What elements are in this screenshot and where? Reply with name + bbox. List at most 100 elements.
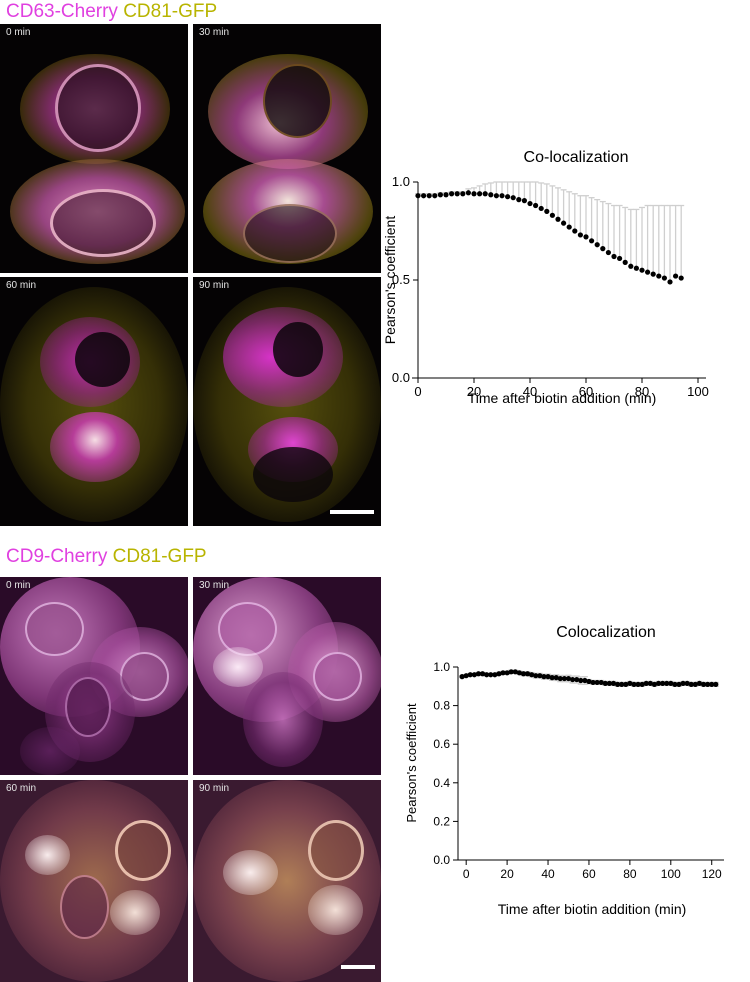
x-tick-label: 0 bbox=[463, 867, 470, 881]
data-point bbox=[527, 200, 533, 207]
data-point bbox=[533, 202, 539, 209]
x-tick-label: 0 bbox=[414, 384, 421, 399]
data-point bbox=[512, 669, 518, 675]
x-tick-label: 60 bbox=[579, 384, 593, 399]
data-point bbox=[590, 679, 596, 686]
data-point bbox=[673, 273, 679, 279]
chart-top-error-bars bbox=[415, 181, 685, 282]
y-tick-label: 0.8 bbox=[433, 699, 450, 713]
data-point bbox=[610, 680, 617, 687]
data-point bbox=[516, 197, 522, 203]
data-point bbox=[661, 275, 667, 281]
data-point bbox=[437, 192, 443, 198]
data-point bbox=[537, 673, 543, 679]
data-point bbox=[561, 220, 567, 226]
data-point bbox=[635, 681, 641, 687]
data-point bbox=[655, 680, 662, 687]
data-point bbox=[700, 681, 707, 687]
data-point bbox=[577, 232, 583, 238]
time-label: 90 min bbox=[199, 783, 230, 794]
data-point bbox=[421, 193, 427, 199]
data-point bbox=[692, 681, 698, 687]
label-cd81-gfp: CD81-GFP bbox=[112, 546, 207, 567]
y-tick-label: 0.4 bbox=[433, 776, 450, 790]
data-point bbox=[544, 208, 550, 214]
micrograph-bottom-60min: 60 min bbox=[0, 780, 188, 982]
y-tick-label: 0.0 bbox=[433, 853, 450, 867]
label-cd9-cherry: CD9-Cherry bbox=[6, 546, 108, 567]
data-point bbox=[598, 679, 604, 686]
data-point bbox=[475, 671, 482, 677]
data-point bbox=[651, 681, 658, 687]
data-point bbox=[479, 671, 486, 677]
figure-top-label: CD63-Cherry CD81-GFP bbox=[6, 2, 217, 21]
time-label: 0 min bbox=[6, 580, 31, 591]
y-tick-label: 0.0 bbox=[392, 370, 410, 385]
chart-bottom-ylabel: Pearson's coefficient bbox=[404, 703, 419, 823]
data-point bbox=[615, 681, 621, 687]
data-point bbox=[465, 190, 471, 196]
data-point bbox=[471, 191, 477, 197]
chart-top-title: Co-localization bbox=[524, 149, 629, 166]
data-point bbox=[504, 670, 510, 676]
data-point bbox=[484, 672, 490, 678]
time-label: 30 min bbox=[199, 27, 230, 38]
chart-top-ylabel: Pearson's coefficient bbox=[382, 216, 398, 345]
y-tick-label: 0.2 bbox=[433, 814, 450, 828]
data-point bbox=[647, 680, 653, 687]
data-point bbox=[622, 259, 628, 265]
data-point bbox=[565, 675, 572, 682]
data-point bbox=[619, 681, 625, 687]
chart-bottom-points bbox=[459, 669, 719, 687]
x-tick-label: 40 bbox=[523, 384, 537, 399]
data-point bbox=[533, 673, 539, 679]
data-point bbox=[611, 253, 617, 260]
data-point bbox=[672, 681, 678, 687]
micrograph-top-90min: 90 min bbox=[193, 277, 381, 526]
data-point bbox=[645, 269, 651, 275]
data-point bbox=[496, 671, 502, 677]
data-point bbox=[432, 193, 438, 199]
data-point bbox=[460, 191, 466, 197]
data-point bbox=[463, 673, 469, 679]
micrograph-top-60min: 60 min bbox=[0, 277, 188, 526]
data-point bbox=[709, 681, 715, 687]
time-label: 60 min bbox=[6, 280, 37, 291]
chart-bottom-ticks: 0 20 40 60 80 100 120 0.0 0.2 0.4 0.6 0.8 1.0 bbox=[433, 660, 722, 881]
x-tick-label: 100 bbox=[687, 384, 709, 399]
data-point bbox=[516, 670, 522, 676]
data-point bbox=[493, 193, 499, 199]
x-tick-label: 120 bbox=[702, 867, 722, 881]
y-tick-label: 1.0 bbox=[433, 660, 450, 674]
data-point bbox=[499, 193, 505, 199]
data-point bbox=[492, 672, 498, 678]
data-point bbox=[569, 676, 576, 683]
data-point bbox=[426, 193, 432, 199]
data-point bbox=[605, 249, 611, 256]
figure-bottom-label: CD9-Cherry CD81-GFP bbox=[6, 547, 207, 566]
data-point bbox=[664, 680, 670, 687]
data-point bbox=[623, 681, 629, 687]
chart-top-ticks: 0 20 40 60 80 100 0.0 0.5 1.0 bbox=[392, 174, 709, 399]
data-point bbox=[606, 680, 613, 687]
micrograph-top-0min: 0 min bbox=[0, 24, 188, 273]
data-point bbox=[508, 669, 514, 675]
x-tick-label: 20 bbox=[500, 867, 514, 881]
data-point bbox=[602, 680, 608, 687]
data-point bbox=[524, 671, 531, 677]
data-point bbox=[538, 205, 544, 212]
data-point bbox=[583, 234, 589, 240]
data-point bbox=[549, 675, 555, 681]
data-point bbox=[594, 679, 600, 686]
scale-bar bbox=[341, 965, 375, 969]
data-point bbox=[705, 681, 711, 687]
data-point bbox=[631, 681, 637, 687]
data-point bbox=[488, 192, 494, 198]
data-point bbox=[668, 680, 674, 687]
x-tick-label: 40 bbox=[541, 867, 555, 881]
data-point bbox=[667, 279, 673, 285]
data-point bbox=[660, 680, 666, 687]
data-point bbox=[633, 265, 639, 271]
data-point bbox=[643, 680, 649, 687]
data-point bbox=[545, 674, 551, 680]
